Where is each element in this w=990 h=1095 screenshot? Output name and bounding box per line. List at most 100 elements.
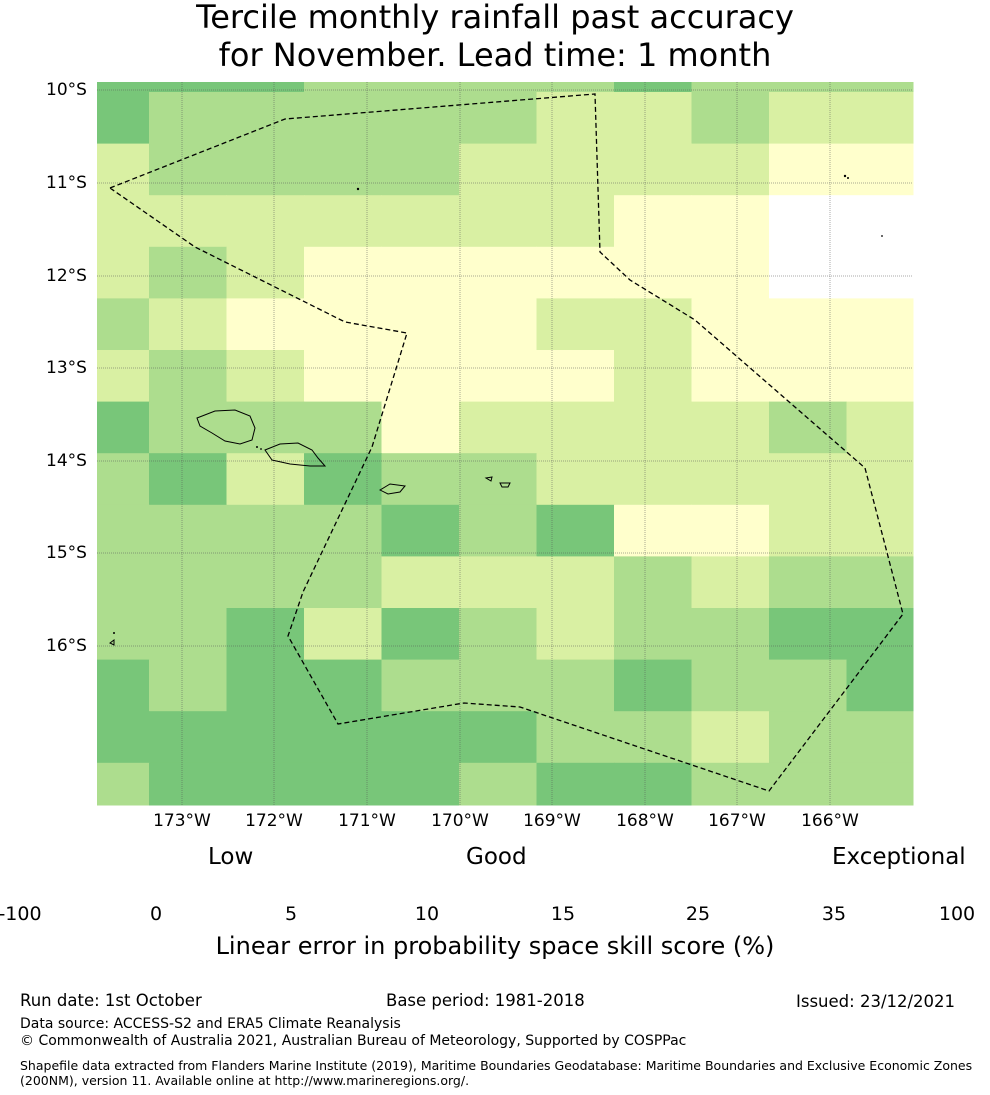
grid-cell xyxy=(381,762,460,806)
grid-cell xyxy=(459,92,537,145)
grid-cell xyxy=(226,401,305,454)
grid-cell xyxy=(614,246,692,299)
grid-cell xyxy=(97,711,150,764)
grid-cell xyxy=(614,195,692,248)
grid-cell xyxy=(304,401,382,454)
grid-cell xyxy=(536,246,615,299)
grid-cell xyxy=(459,82,537,93)
grid-cell xyxy=(614,92,692,145)
grid-cell xyxy=(769,195,847,248)
grid-cell xyxy=(459,246,537,299)
grid-cell xyxy=(97,195,150,248)
category-label-good: Good xyxy=(466,844,527,870)
grid-cell xyxy=(381,143,460,196)
lon-label: 166°W xyxy=(801,811,859,831)
grid-cell xyxy=(614,504,692,557)
grid-cell xyxy=(769,556,847,609)
grid-cell xyxy=(769,659,847,712)
grid-cell xyxy=(691,246,770,299)
grid-cell xyxy=(149,659,227,712)
grid-cell xyxy=(459,608,537,661)
grid-cell xyxy=(149,350,227,403)
grid-cell xyxy=(459,195,537,248)
grid-cell xyxy=(769,711,847,764)
grid-cell xyxy=(769,350,847,403)
grid-cell xyxy=(459,401,537,454)
grid-cell xyxy=(614,298,692,351)
grid-cell xyxy=(846,92,914,145)
shapefile-credit-line1: Shapefile data extracted from Flanders M… xyxy=(20,1058,973,1073)
grid-cell xyxy=(97,143,150,196)
grid-cell xyxy=(459,556,537,609)
grid-cell xyxy=(536,92,615,145)
grid-cell xyxy=(846,82,914,93)
grid-cell xyxy=(459,143,537,196)
grid-cell xyxy=(149,92,227,145)
grid-cell xyxy=(614,608,692,661)
category-label-low: Low xyxy=(208,844,254,870)
grid-cell xyxy=(769,82,847,93)
colorbar-tick-label: 0 xyxy=(149,903,163,925)
grid-cell xyxy=(304,92,382,145)
grid-cell xyxy=(97,401,150,454)
grid-cell xyxy=(536,350,615,403)
grid-cell xyxy=(846,608,914,661)
grid-cell xyxy=(691,608,770,661)
grid-cell xyxy=(381,711,460,764)
eez-boundary xyxy=(108,93,904,792)
colorbar-tick-label: 25 xyxy=(685,903,711,925)
grid-cell xyxy=(381,504,460,557)
grid-cell xyxy=(304,246,382,299)
grid-cell xyxy=(769,143,847,196)
lon-label: 173°W xyxy=(153,811,211,831)
grid-cell xyxy=(149,762,227,806)
grid-cell xyxy=(536,608,615,661)
grid-cell xyxy=(149,556,227,609)
grid-cell xyxy=(459,504,537,557)
grid-cell xyxy=(691,92,770,145)
grid-cell xyxy=(846,246,914,299)
grid-cell xyxy=(97,453,150,506)
grid-cell xyxy=(459,350,537,403)
grid-cell xyxy=(536,711,615,764)
grid-cell xyxy=(846,195,914,248)
grid-cell xyxy=(226,298,305,351)
grid-cell xyxy=(381,195,460,248)
grid-cell xyxy=(97,92,150,145)
grid-cell xyxy=(536,762,615,806)
base-period: Base period: 1981-2018 xyxy=(386,991,585,1010)
lat-label: 10°S xyxy=(46,80,87,100)
grid-cell xyxy=(691,711,770,764)
lon-label: 171°W xyxy=(338,811,396,831)
grid-cell xyxy=(614,659,692,712)
grid-cell xyxy=(769,453,847,506)
lat-label: 13°S xyxy=(46,358,87,378)
grid-cell xyxy=(381,608,460,661)
grid-cell xyxy=(304,659,382,712)
grid-cell xyxy=(381,82,460,93)
lon-label: 170°W xyxy=(431,811,489,831)
grid-cell xyxy=(769,504,847,557)
grid-cell xyxy=(691,82,770,93)
grid-cell xyxy=(97,246,150,299)
grid-cell xyxy=(381,246,460,299)
grid-cell xyxy=(614,350,692,403)
grid-cell xyxy=(536,556,615,609)
grid-cell xyxy=(536,659,615,712)
grid-cell xyxy=(381,401,460,454)
grid-cell xyxy=(304,608,382,661)
grid-cell xyxy=(459,659,537,712)
grid-cell xyxy=(691,453,770,506)
grid-cell xyxy=(536,82,615,93)
colorbar-tick-label: -100 xyxy=(0,903,42,925)
category-label-exceptional: Exceptional xyxy=(832,844,966,870)
grid-cell xyxy=(97,762,150,806)
grid-cell xyxy=(846,143,914,196)
grid-cell xyxy=(614,401,692,454)
grid-cell xyxy=(691,143,770,196)
grid-cell xyxy=(226,246,305,299)
grid-cell xyxy=(536,504,615,557)
grid-cell xyxy=(614,556,692,609)
grid-cell xyxy=(149,504,227,557)
grid-cell xyxy=(304,350,382,403)
